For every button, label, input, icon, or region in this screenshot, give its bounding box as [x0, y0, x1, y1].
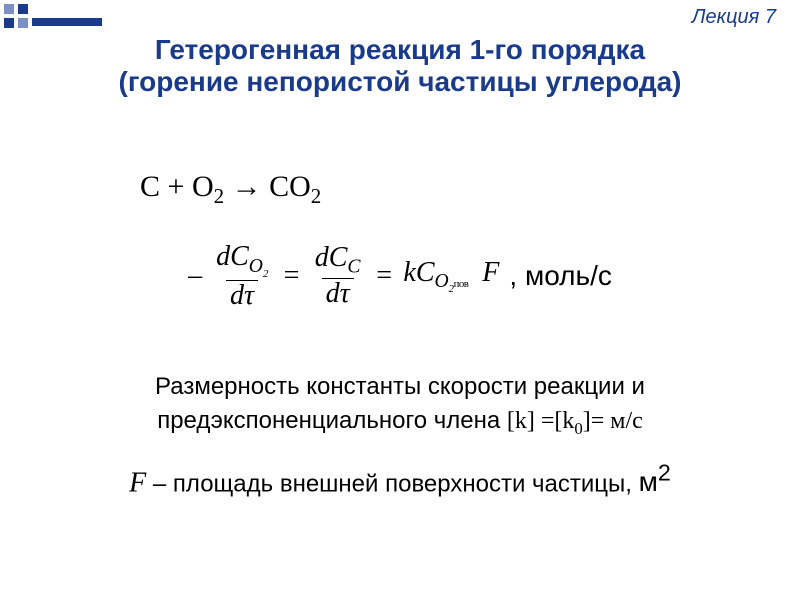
frac1-num-base: dC	[216, 241, 249, 272]
desc2-F: F	[129, 467, 146, 498]
eq2-units: , моль/с	[509, 260, 611, 292]
frac2-num-sub: C	[347, 257, 360, 278]
eq1-arrow: →	[224, 170, 269, 203]
desc2-unit-base: м	[639, 466, 658, 497]
slide-title: Гетерогенная реакция 1-го порядка (горен…	[0, 34, 800, 98]
eq1-c: C	[140, 170, 160, 203]
eq2-minus: –	[188, 260, 202, 292]
title-line-2: (горение непористой частицы углерода)	[0, 66, 800, 98]
desc2-text: – площадь внешней поверхности частицы,	[146, 470, 638, 497]
desc1-line1: Размерность константы скорости реакции и	[155, 373, 645, 400]
rhs-sub: O	[435, 271, 449, 292]
frac1-num-sub: O	[249, 256, 263, 277]
rhs-k: kC	[403, 257, 434, 288]
desc1-line2-pre: предэкспоненциального члена	[157, 407, 507, 434]
frac1-num-subsub: 2	[263, 268, 268, 280]
frac2-num-base: dC	[315, 242, 348, 273]
equation-rate: – dCO2 dτ = dCC dτ = kCO2пов F , моль/с	[0, 242, 800, 310]
eq2-frac1: dCO2 dτ	[212, 242, 272, 310]
equation-reaction: C + O2 → CO2	[140, 170, 321, 209]
lecture-label: Лекция 7	[692, 6, 776, 29]
eq1-o: O	[192, 170, 214, 203]
desc2-unit-sup: 2	[658, 460, 671, 486]
title-line-1: Гетерогенная реакция 1-го порядка	[0, 34, 800, 66]
rhs-suffix: пов	[454, 278, 469, 290]
eq1-co: CO	[269, 170, 311, 203]
eq2-frac2: dCC dτ	[311, 243, 365, 309]
description-area: F – площадь внешней поверхности частицы,…	[0, 460, 800, 499]
desc1-sub: 0	[574, 418, 582, 437]
eq1-o-sub: 2	[214, 184, 225, 208]
description-dimensions: Размерность константы скорости реакции и…	[0, 370, 800, 440]
eq2-rhs: kCO2пов F	[403, 257, 499, 296]
desc1-post: ]= м/с	[583, 408, 643, 434]
eq1-co-sub: 2	[311, 184, 322, 208]
desc1-expr: [k] =[k	[507, 408, 575, 434]
rhs-F: F	[482, 257, 499, 288]
eq2-eq2: =	[375, 260, 394, 292]
frac2-den: dτ	[322, 278, 354, 308]
eq1-plus: +	[160, 170, 192, 203]
frac1-den: dτ	[226, 280, 258, 310]
eq2-eq1: =	[282, 260, 301, 292]
